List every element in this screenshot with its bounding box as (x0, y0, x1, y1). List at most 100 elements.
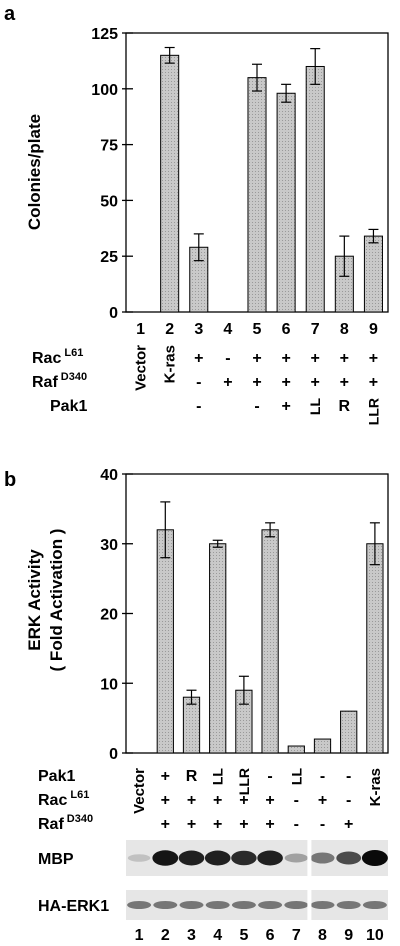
condition-mark: + (187, 816, 196, 833)
condition-mark: LL (307, 398, 323, 416)
condition-label: Rac L61 (32, 347, 83, 367)
condition-mark: + (265, 816, 274, 833)
blot-band (231, 850, 257, 866)
blot-band (127, 901, 152, 909)
blot-band (361, 850, 388, 866)
lane-number: 6 (282, 321, 291, 338)
condition-mark: + (252, 350, 261, 367)
condition-mark: R (186, 768, 198, 785)
bar (261, 529, 279, 754)
blot-band (310, 901, 335, 909)
condition-mark: + (344, 816, 353, 833)
y-tick-label: 0 (109, 305, 118, 322)
lane-number: 1 (135, 927, 144, 944)
condition-mark: + (340, 374, 349, 391)
panel-a-label: a (4, 3, 16, 25)
bar (313, 738, 332, 754)
bar (182, 696, 201, 754)
y-tick-label: 40 (100, 467, 118, 484)
blot-band (284, 853, 308, 863)
bar (276, 92, 296, 313)
blot-band (336, 851, 362, 865)
rotated-label: Vector (131, 768, 148, 814)
condition-mark: + (223, 374, 232, 391)
panel-a-ylabel: Colonies/plate (25, 114, 44, 230)
y-tick-label: 125 (91, 26, 118, 43)
y-tick-label: 100 (91, 82, 118, 99)
condition-mark: + (369, 374, 378, 391)
panel-b-bars (156, 501, 384, 754)
lane-number: 3 (194, 321, 203, 338)
lane-number: 9 (369, 321, 378, 338)
panel-b-label: b (4, 469, 16, 491)
panel-a-conditions: 1 2 3 4 5 6 7 8 9 Vector K-ras Rac L61 + - + + + + + Raf D340… (32, 321, 381, 425)
bar (160, 54, 180, 313)
condition-mark: - (320, 816, 325, 833)
bar (363, 235, 383, 313)
lane-number: 8 (340, 321, 349, 338)
rotated-label: K-ras (162, 345, 179, 383)
lane-number: 5 (239, 927, 248, 944)
condition-label: Pak1 (50, 398, 87, 415)
rotated-label: K-ras (367, 768, 384, 806)
blot-band (258, 901, 283, 909)
y-tick-label: 75 (100, 138, 118, 155)
lane-number: 7 (311, 321, 320, 338)
blot-band (152, 850, 179, 866)
bar (156, 529, 174, 754)
condition-mark: + (281, 350, 290, 367)
condition-mark: + (281, 398, 290, 415)
panel-b-axes: 0 10 20 30 40 (100, 467, 389, 763)
lane-number: 2 (161, 927, 170, 944)
lane-number: 5 (253, 321, 262, 338)
panel-b-blots: MBP HA-ERK1 (38, 840, 388, 920)
condition-mark: + (281, 374, 290, 391)
y-tick-label: 0 (109, 746, 118, 763)
condition-mark: - (254, 398, 259, 415)
condition-mark: - (320, 768, 325, 785)
rotated-label: Vector (133, 345, 150, 391)
lane-number: 9 (344, 927, 353, 944)
condition-mark: + (311, 350, 320, 367)
lane-number: 6 (266, 927, 275, 944)
y-tick-label: 10 (100, 676, 118, 693)
bar (247, 77, 267, 313)
condition-mark: - (346, 768, 351, 785)
y-tick-label: 25 (100, 249, 118, 266)
condition-mark: LLR (365, 398, 381, 425)
condition-mark: + (161, 792, 170, 809)
lane-number: 1 (136, 321, 145, 338)
condition-label: Raf D340 (38, 813, 93, 833)
condition-mark: - (294, 792, 299, 809)
y-tick-label: 20 (100, 607, 118, 624)
blot-gap (307, 890, 312, 920)
blot-band (336, 901, 361, 909)
blot-band (257, 850, 283, 866)
lane-number: 7 (292, 927, 301, 944)
panel-a-bars (160, 46, 383, 313)
condition-mark: + (311, 374, 320, 391)
condition-mark: + (161, 768, 170, 785)
condition-mark: - (267, 768, 272, 785)
blot-label: HA-ERK1 (38, 898, 109, 915)
y-tick-label: 50 (100, 193, 118, 210)
condition-mark: + (213, 792, 222, 809)
panel-b-conditions: Pak1 + R LL LLR - LL - -Rac L61 + + + + + - + -Raf D340 + + +… (38, 768, 384, 833)
condition-mark: + (318, 792, 327, 809)
condition-mark: + (194, 350, 203, 367)
y-tick-label: 30 (100, 537, 118, 554)
bar (340, 710, 358, 754)
condition-mark: LL (210, 768, 226, 786)
condition-mark: R (339, 398, 351, 415)
condition-mark: + (265, 792, 274, 809)
bar (209, 543, 227, 754)
condition-mark: - (196, 398, 201, 415)
condition-mark: + (213, 816, 222, 833)
lane-number: 8 (318, 927, 327, 944)
condition-mark: + (239, 816, 248, 833)
panel-b-ylabel2: ( Fold Activation ) (47, 529, 66, 672)
lane-number: 10 (366, 927, 384, 944)
blot-gap (307, 840, 312, 876)
condition-mark: - (196, 374, 201, 391)
lane-number: 4 (213, 927, 222, 944)
